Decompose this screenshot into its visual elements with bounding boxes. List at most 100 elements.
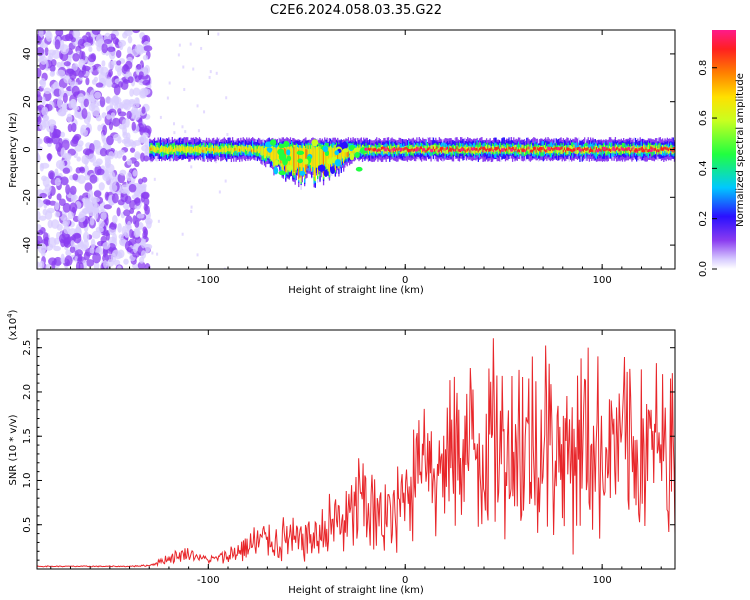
heatmap-noise-cell xyxy=(62,202,71,213)
heatmap-noise-cell xyxy=(88,103,96,112)
heatmap-ridge-cell xyxy=(654,147,657,151)
heatmap-peak-cell xyxy=(448,148,453,152)
heatmap-noise-cell xyxy=(81,154,90,165)
heatmap-noise-cell xyxy=(129,88,134,97)
heatmap-ridge-cell xyxy=(202,145,204,152)
heatmap-blob-cell xyxy=(355,166,363,172)
spectrogram-x-ticks: -100 0 100 xyxy=(50,30,662,286)
heatmap-noise-cell xyxy=(65,184,71,195)
heatmap-blob-cell xyxy=(334,150,339,156)
heatmap-ridge-cell xyxy=(346,148,348,158)
heatmap-ridge-cell xyxy=(501,145,503,152)
heatmap-ridge-cell xyxy=(632,146,634,150)
heatmap-noise-cell xyxy=(56,61,62,68)
heatmap-ridge-cell xyxy=(394,148,397,152)
heatmap-ridge-cell xyxy=(171,148,173,155)
heatmap-ridge-cell xyxy=(468,147,470,151)
heatmap-ridge-cell xyxy=(528,146,530,150)
heatmap-noise-cell xyxy=(82,231,90,243)
heatmap-peak-cell xyxy=(612,147,616,151)
heatmap-noise-cell xyxy=(117,66,122,77)
snr-x-ticks: -100 0 100 xyxy=(50,330,662,586)
heatmap-ridge-cell xyxy=(488,144,490,152)
heatmap-faint-cell xyxy=(196,104,199,108)
heatmap-ridge-cell xyxy=(645,147,647,154)
heatmap-noise-cell xyxy=(39,215,47,221)
heatmap-peak-cell xyxy=(521,149,525,153)
heatmap-noise-cell xyxy=(62,217,71,227)
heatmap-ridge-cell xyxy=(259,149,261,154)
heatmap-ridge-cell xyxy=(651,146,653,150)
heatmap-ridge-cell xyxy=(630,149,632,153)
heatmap-noise-cell xyxy=(37,114,42,125)
heatmap-noise-cell xyxy=(42,199,51,205)
heatmap-ridge-cell xyxy=(302,147,305,167)
heatmap-noise-cell xyxy=(62,92,68,104)
heatmap-noise-cell xyxy=(112,117,121,127)
heatmap-noise-cell xyxy=(129,147,136,153)
heatmap-ridge-cell xyxy=(386,148,389,155)
heatmap-noise-cell xyxy=(72,173,79,181)
heatmap-noise-cell xyxy=(131,121,136,132)
heatmap-ridge-cell xyxy=(341,146,344,157)
heatmap-ridge-cell xyxy=(330,149,332,163)
heatmap-noise-cell xyxy=(138,71,144,78)
heatmap-ridge-cell xyxy=(669,147,671,154)
heatmap-noise-cell xyxy=(49,200,57,206)
heatmap-ridge-cell xyxy=(204,147,207,154)
heatmap-ridge-cell xyxy=(639,147,641,151)
heatmap-noise-cell xyxy=(56,69,66,77)
heatmap-ridge-cell xyxy=(660,146,663,150)
heatmap-noise-cell xyxy=(81,197,90,203)
heatmap-noise-cell xyxy=(55,159,65,170)
heatmap-ridge-cell xyxy=(509,146,511,150)
heatmap-ridge-cell xyxy=(432,146,435,150)
heatmap-noise-cell xyxy=(133,228,140,238)
heatmap-ridge-cell xyxy=(592,149,594,153)
heatmap-noise-cell xyxy=(116,207,121,217)
heatmap-noise-cell xyxy=(143,197,150,206)
heatmap-peak-cell xyxy=(500,148,505,152)
heatmap-ridge-cell xyxy=(348,147,351,154)
heatmap-faint-cell xyxy=(189,42,192,46)
heatmap-ridge-cell xyxy=(620,146,622,150)
heatmap-ridge-cell xyxy=(200,147,202,151)
heatmap-ridge-cell xyxy=(625,147,627,151)
heatmap-noise-cell xyxy=(126,132,131,141)
heatmap-ridge-cell xyxy=(469,146,471,153)
heatmap-ridge-cell xyxy=(192,148,195,152)
heatmap-noise-cell xyxy=(69,70,77,81)
spectrogram-y-tick-label: -20 xyxy=(22,189,33,205)
heatmap-blob-cell xyxy=(286,155,292,162)
heatmap-ridge-cell xyxy=(598,147,600,151)
heatmap-ridge-cell xyxy=(508,146,510,150)
heatmap-ridge-cell xyxy=(197,145,199,152)
heatmap-noise-cell xyxy=(119,42,124,51)
heatmap-noise-cell xyxy=(69,245,76,254)
heatmap-ridge-cell xyxy=(391,147,393,151)
heatmap-noise-cell xyxy=(102,253,110,263)
heatmap-noise-cell xyxy=(89,174,98,184)
heatmap-faint-cell xyxy=(225,96,228,100)
heatmap-ridge-cell xyxy=(425,149,428,153)
heatmap-noise-cell xyxy=(52,128,61,139)
heatmap-noise-cell xyxy=(60,147,66,159)
heatmap-ridge-cell xyxy=(272,147,274,160)
heatmap-ridge-cell xyxy=(469,149,471,153)
heatmap-noise-cell xyxy=(47,49,57,56)
heatmap-ridge-cell xyxy=(242,148,244,152)
heatmap-faint-cell xyxy=(226,132,229,136)
heatmap-noise-cell xyxy=(94,140,101,149)
heatmap-ridge-cell xyxy=(156,145,158,152)
heatmap-ridge-cell xyxy=(513,147,515,150)
heatmap-noise-cell xyxy=(70,37,76,43)
heatmap-noise-cell xyxy=(37,243,46,249)
heatmap-ridge-cell xyxy=(370,147,372,151)
heatmap-ridge-cell xyxy=(250,145,253,153)
heatmap-blob-cell xyxy=(297,158,303,164)
heatmap-peak-cell xyxy=(547,146,551,151)
heatmap-noise-cell xyxy=(37,35,42,45)
heatmap-faint-cell xyxy=(183,87,186,91)
heatmap-ridge-cell xyxy=(463,148,465,152)
heatmap-noise-cell xyxy=(88,46,93,53)
